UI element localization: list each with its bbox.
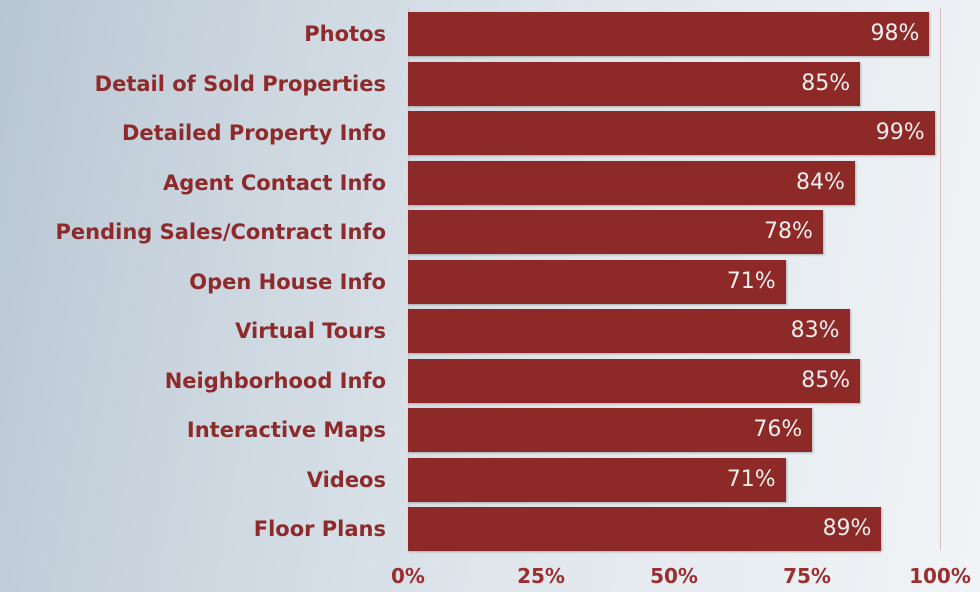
bar-value-label: 76% xyxy=(408,408,802,452)
bar-value-label: 99% xyxy=(408,111,925,155)
bar-value-label: 84% xyxy=(408,161,845,205)
x-tick-label: 100% xyxy=(909,564,971,588)
bar-value-label: 83% xyxy=(408,309,840,353)
x-tick-label: 75% xyxy=(783,564,831,588)
bar-value-label: 85% xyxy=(408,62,850,106)
category-label: Pending Sales/Contract Info xyxy=(56,210,387,254)
category-label: Floor Plans xyxy=(254,507,386,551)
x-tick-label: 0% xyxy=(391,564,425,588)
bar-value-label: 89% xyxy=(408,507,871,551)
x-tick-label: 25% xyxy=(517,564,565,588)
bar-value-label: 85% xyxy=(408,359,850,403)
category-label: Photos xyxy=(304,12,386,56)
x-tick-label: 50% xyxy=(650,564,698,588)
bar-value-label: 78% xyxy=(408,210,813,254)
category-label: Neighborhood Info xyxy=(165,359,386,403)
bar-value-label: 98% xyxy=(408,12,919,56)
category-label: Agent Contact Info xyxy=(163,161,386,205)
category-label: Detail of Sold Properties xyxy=(95,62,386,106)
bar-value-label: 71% xyxy=(408,458,776,502)
category-label: Videos xyxy=(307,458,386,502)
category-label: Virtual Tours xyxy=(235,309,386,353)
category-label: Open House Info xyxy=(189,260,386,304)
category-label: Interactive Maps xyxy=(187,408,386,452)
category-label: Detailed Property Info xyxy=(122,111,386,155)
reference-line-100 xyxy=(940,8,941,550)
bar-value-label: 71% xyxy=(408,260,776,304)
